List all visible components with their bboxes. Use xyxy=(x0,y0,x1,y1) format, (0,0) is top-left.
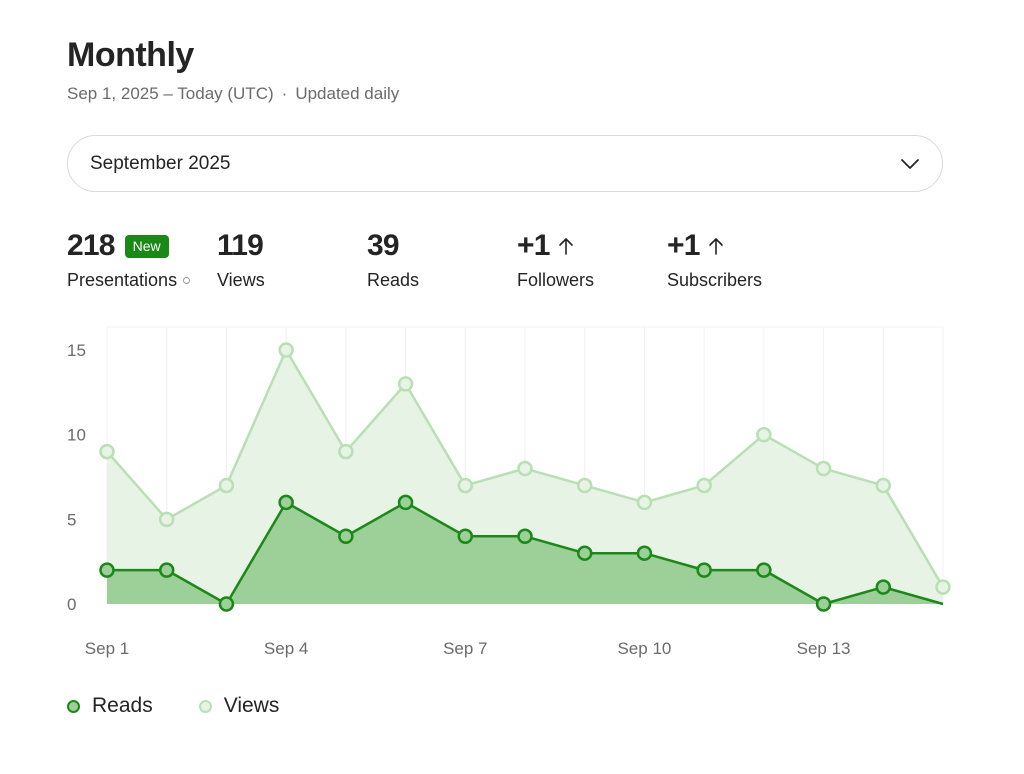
info-icon[interactable] xyxy=(183,277,191,284)
views-point xyxy=(636,494,653,511)
date-range: Sep 1, 2025 – Today (UTC) xyxy=(67,84,274,103)
reads-point xyxy=(457,528,474,545)
reads-area xyxy=(107,502,943,604)
x-tick-label: Sep 4 xyxy=(264,639,308,658)
views-point xyxy=(576,477,593,494)
views-point xyxy=(815,460,832,477)
new-badge: New xyxy=(124,234,169,258)
stat-value: +1 xyxy=(517,229,550,262)
x-tick-label: Sep 13 xyxy=(797,639,851,658)
views-point xyxy=(397,376,414,392)
x-tick-label: Sep 10 xyxy=(617,639,671,658)
reads-point xyxy=(397,494,414,511)
stat-reads: 39 Reads xyxy=(367,228,419,291)
views-point xyxy=(338,443,354,460)
views-point xyxy=(517,460,533,477)
legend-marker-views xyxy=(198,699,212,713)
stat-value: 218 xyxy=(67,229,115,262)
date-range-subtitle: Sep 1, 2025 – Today (UTC) · Updated dail… xyxy=(67,84,399,104)
reads-views-chart: 0 5 10 15 Sep 1 Sep 4 Sep 7 Sep 10 Sep 13 xyxy=(67,326,951,658)
y-tick-label: 5 xyxy=(67,510,76,529)
stat-followers: +1 Followers xyxy=(517,228,594,291)
stat-label: Subscribers xyxy=(667,270,763,290)
stat-label: Presentations xyxy=(67,270,178,290)
page-title: Monthly xyxy=(67,36,194,74)
views-point xyxy=(457,477,474,494)
views-point xyxy=(99,443,115,460)
reads-point xyxy=(576,545,593,561)
reads-point xyxy=(218,596,235,612)
stat-subscribers: +1 Subscribers xyxy=(667,228,762,291)
views-point xyxy=(756,426,772,443)
reads-point xyxy=(815,596,832,612)
reads-point xyxy=(278,494,294,511)
stat-value: +1 xyxy=(667,229,700,262)
reads-point xyxy=(756,562,772,578)
x-tick-label: Sep 1 xyxy=(85,639,129,658)
legend-label: Reads xyxy=(92,694,153,717)
reads-point xyxy=(158,562,175,578)
views-point xyxy=(158,511,175,528)
reads-point xyxy=(875,579,892,595)
chevron-down-icon xyxy=(900,154,920,174)
views-point xyxy=(875,477,892,494)
legend-label: Views xyxy=(223,694,280,717)
reads-point xyxy=(636,545,653,561)
stat-presentations: 218 New Presentations xyxy=(67,228,191,291)
legend-item-reads[interactable]: Reads xyxy=(67,694,153,718)
arrow-up-icon xyxy=(558,236,576,256)
x-tick-label: Sep 7 xyxy=(443,639,487,658)
legend-item-views[interactable]: Views xyxy=(198,694,280,718)
stat-label: Followers xyxy=(517,270,595,290)
stat-views: 119 Views xyxy=(217,228,265,291)
reads-point xyxy=(338,528,354,545)
reads-point xyxy=(696,562,712,578)
reads-point xyxy=(99,562,115,578)
month-dropdown-value: September 2025 xyxy=(90,152,231,174)
chart-legend: Reads Views xyxy=(67,694,279,718)
views-point xyxy=(278,342,294,358)
stat-label: Views xyxy=(217,270,265,290)
views-point xyxy=(696,477,712,494)
stat-label: Reads xyxy=(367,270,420,290)
views-point xyxy=(218,477,235,494)
arrow-up-icon xyxy=(708,236,726,256)
stat-value: 39 xyxy=(367,229,400,262)
update-note: Updated daily xyxy=(295,84,400,103)
y-tick-label: 15 xyxy=(67,341,86,360)
reads-point xyxy=(517,528,533,545)
views-point xyxy=(935,579,951,595)
y-tick-label: 0 xyxy=(67,595,76,614)
separator: · xyxy=(281,84,288,103)
stat-value: 119 xyxy=(217,229,264,262)
month-dropdown[interactable]: September 2025 xyxy=(67,135,943,192)
y-tick-label: 10 xyxy=(67,426,86,445)
legend-marker-reads xyxy=(67,699,80,713)
